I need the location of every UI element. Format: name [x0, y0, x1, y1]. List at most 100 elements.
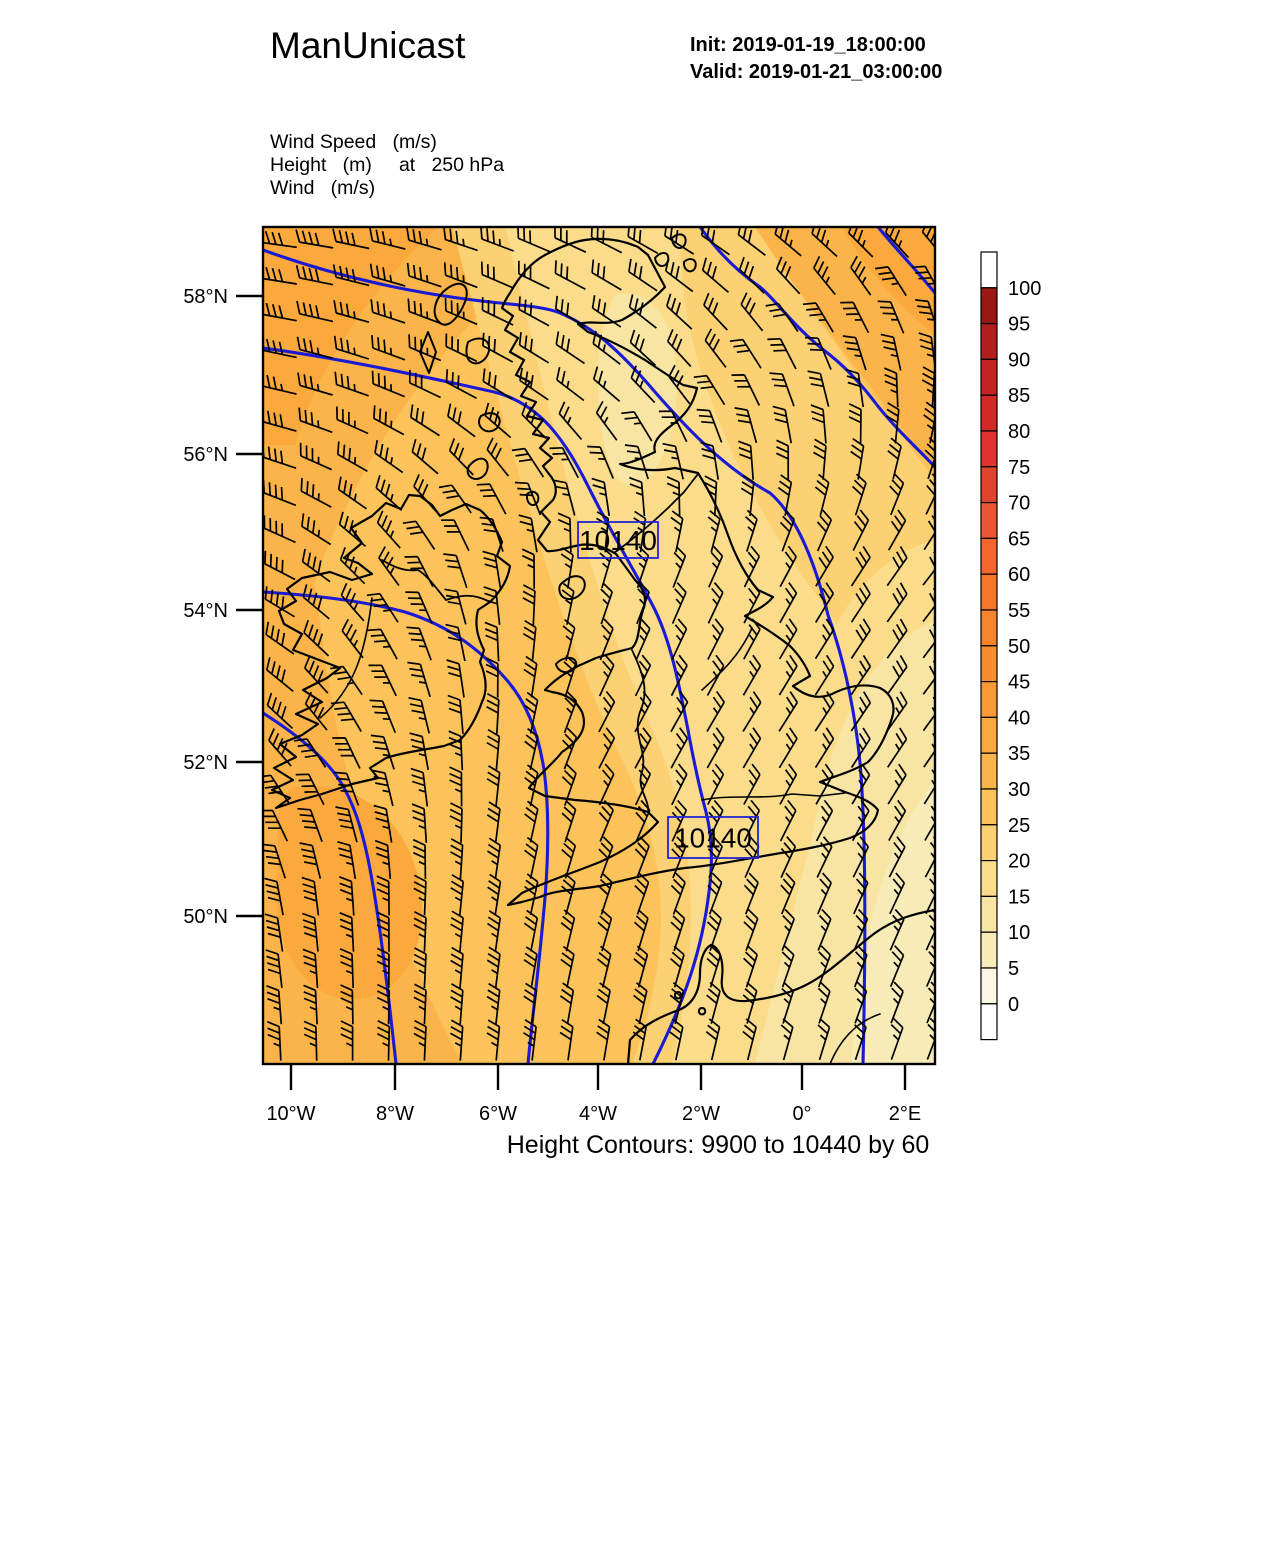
wind-barb	[634, 836, 650, 879]
lon-tick-label: 4°W	[579, 1103, 617, 1125]
wind-barb	[742, 981, 758, 1024]
wind-barb	[780, 1018, 794, 1061]
wind-barb	[330, 665, 363, 696]
wind-barb	[778, 618, 798, 660]
wind-barb	[332, 228, 370, 250]
wind-barb	[369, 227, 406, 250]
wind-barb	[413, 947, 427, 989]
wind-barb	[340, 1020, 354, 1061]
wind-barb	[482, 368, 513, 400]
lat-tick-label: 56°N	[183, 444, 228, 466]
wind-barb	[852, 509, 870, 551]
wind-barb	[369, 263, 406, 287]
wind-barb	[633, 982, 648, 1025]
wind-barb	[449, 1019, 464, 1061]
wind-barb	[921, 366, 935, 408]
coastline-path	[682, 258, 697, 273]
wind-barb	[263, 338, 297, 359]
wind-barb	[780, 836, 797, 878]
colorbar-tick-label: 35	[1008, 743, 1030, 765]
wind-barb	[445, 369, 477, 399]
wind-barb	[303, 984, 318, 1025]
colorbar-tick-label: 5	[1008, 958, 1019, 980]
wind-barb	[336, 441, 368, 472]
wind-barb	[486, 946, 501, 989]
wind-barb	[411, 438, 439, 475]
wind-barb	[814, 654, 835, 696]
wind-barb	[448, 730, 464, 771]
wind-barb	[850, 727, 871, 768]
colorbar-tick-label: 60	[1008, 564, 1030, 586]
wind-barb	[627, 227, 659, 255]
wind-barb	[263, 374, 297, 395]
wind-barb	[444, 588, 467, 625]
colorbar-cell	[980, 466, 998, 504]
lat-tick-label: 58°N	[183, 286, 228, 308]
wind-barb	[482, 332, 514, 363]
wind-barb	[560, 909, 576, 952]
wind-barb	[922, 551, 935, 586]
colorbar-cell	[980, 1003, 998, 1041]
colorbar-cell	[980, 967, 998, 1005]
wind-barb	[263, 230, 297, 249]
lat-tick-label: 54°N	[183, 600, 228, 622]
colorbar-tick-label: 65	[1008, 528, 1030, 550]
wind-barb	[693, 374, 726, 406]
wind-barb	[700, 441, 720, 480]
wind-barb	[632, 1018, 648, 1061]
wind-barb	[524, 764, 539, 807]
wind-barb	[731, 374, 761, 406]
wind-barb	[743, 582, 761, 624]
wind-barb	[560, 945, 575, 988]
wind-barb	[409, 732, 430, 771]
wind-barb	[480, 227, 515, 252]
wind-barb	[558, 401, 583, 440]
wind-barb	[850, 618, 871, 659]
wind-barb	[670, 510, 684, 553]
wind-barb	[268, 728, 292, 767]
wind-barb	[265, 949, 283, 988]
wind-barb	[669, 1018, 684, 1061]
wind-barb	[332, 737, 361, 769]
wind-barb	[744, 509, 758, 552]
coastline-path	[626, 908, 935, 1064]
wind-barb	[743, 908, 759, 951]
wind-barb	[781, 945, 795, 988]
colorbar-cell	[980, 788, 998, 826]
wind-barb	[850, 654, 872, 696]
wind-barb	[850, 582, 871, 623]
wind-barb	[743, 618, 761, 660]
wind-barb	[333, 300, 370, 324]
colorbar-cell	[980, 680, 998, 718]
wind-barb	[263, 774, 291, 805]
wind-barb	[742, 1018, 757, 1061]
wind-barb	[668, 364, 691, 405]
wind-barb	[486, 1019, 501, 1061]
wind-barb	[658, 410, 688, 443]
wind-barb	[486, 765, 501, 807]
wind-barb	[303, 1020, 318, 1061]
wind-barb	[336, 406, 369, 435]
wind-barb	[922, 660, 935, 695]
height-contour-line	[263, 346, 713, 1064]
wind-barb	[851, 799, 870, 842]
wind-barb	[706, 908, 722, 952]
wind-barb	[562, 618, 576, 662]
wind-barb	[476, 483, 507, 515]
wind-barb	[299, 842, 322, 879]
wind-barb	[814, 618, 835, 660]
wind-barb	[886, 618, 908, 659]
wind-barb	[301, 513, 332, 546]
wind-barb	[813, 438, 827, 480]
wind-barb	[701, 257, 730, 294]
wind-barb	[634, 727, 652, 769]
colorbar-cell	[980, 358, 998, 396]
wind-barb	[890, 981, 904, 1024]
wind-barb	[330, 701, 362, 733]
wind-barb	[263, 809, 289, 842]
wind-barb	[807, 370, 830, 407]
fill-band-40-45	[263, 227, 438, 445]
wind-barb	[598, 690, 616, 733]
colorbar-cell	[980, 716, 998, 754]
